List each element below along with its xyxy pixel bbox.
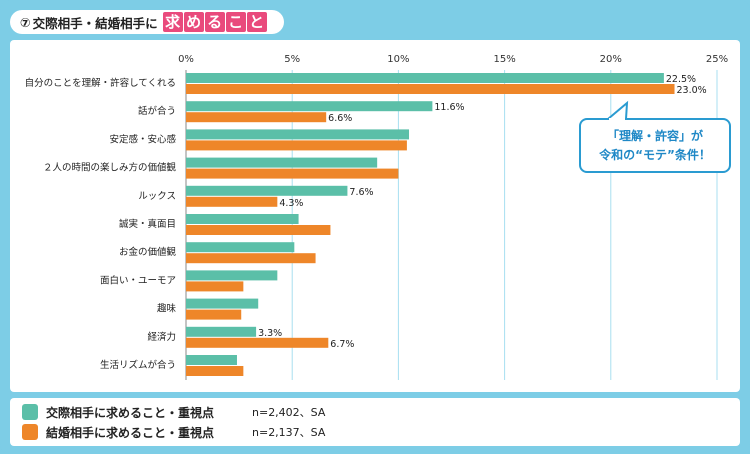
legend-label: 結婚相手に求めること・重視点 [46,425,215,440]
title-highlight-char: と [246,12,267,32]
legend-item-dating: 交際相手に求めること・重視点 n=2,402、SA [22,403,325,421]
bar [186,185,348,196]
legend-swatch-teal [22,404,38,420]
category-label: 自分のことを理解・許容してくれる [25,77,176,89]
bar-chart: 0% 5% 10% 15% 20% 25% 自分のことを理解・許容してくれる 22.5%23.… [25,54,731,380]
data-label: 7.6% [349,187,373,198]
data-label: 3.3% [258,328,282,339]
category-label: 誠実・真面目 [119,218,176,230]
category-label: お金の価値観 [119,246,177,258]
tick-label: 0% [178,54,194,65]
bar [186,326,257,337]
category-label: ルックス [138,191,176,202]
legend-swatch-orange [22,424,38,440]
legend: 交際相手に求めること・重視点 n=2,402、SA 結婚相手に求めること・重視点… [10,398,740,446]
bar [186,157,378,168]
title-highlight: 求 め る こ と [162,12,267,32]
bar [186,140,407,151]
category-label: 面白い・ユーモア [100,274,176,286]
tick-label: 20% [600,54,622,65]
bar [186,270,278,281]
callout-line2: 令和の“モテ”条件！ [598,147,711,162]
bar [186,355,237,365]
bar [186,225,331,235]
bar [186,309,242,320]
bar [186,196,278,207]
title-highlight-char: る [204,12,225,32]
category-label: ２人の時間の楽しみ方の価値観 [43,162,177,174]
data-label: 4.3% [279,198,303,209]
category-label: 安定感・安心感 [109,133,176,145]
category-label: 話が合う [138,105,176,117]
data-label: 11.6% [434,102,464,113]
title-number: ⑦ [20,14,31,30]
legend-label: 交際相手に求めること・重視点 [46,405,215,420]
bar [186,337,329,348]
category-label: 経済力 [147,331,176,343]
bar [186,129,410,140]
bar [186,101,433,112]
tick-label: 5% [284,54,300,65]
legend-note: n=2,402、SA [252,406,326,419]
data-label: 6.6% [328,113,352,124]
category-label: 趣味 [157,303,177,315]
bar [186,84,675,94]
callout-pointer-mask [609,118,625,122]
bar [186,298,259,309]
bar [186,73,664,83]
title-highlight-char: こ [225,12,246,32]
callout-line1: 「理解・許容」が [607,128,703,143]
title-highlight-char: 求 [162,12,183,32]
data-label: 22.5% [666,74,696,85]
title-text: 交際相手・結婚相手に [32,15,158,31]
category-label: 生活リズムが合う [100,359,176,371]
bar [186,253,316,264]
tick-label: 10% [387,54,409,65]
legend-item-marriage: 結婚相手に求めること・重視点 n=2,137、SA [22,423,325,441]
bar [186,366,244,376]
legend-note: n=2,137、SA [252,426,326,439]
callout-pointer [607,100,629,120]
chart-panel: 0% 5% 10% 15% 20% 25% 自分のことを理解・許容してくれる 22.5% 23.… [10,40,740,392]
bar [186,281,244,292]
data-label: 6.7% [330,339,354,350]
bar [186,168,399,179]
bar [186,112,327,123]
data-label: 23.0% [677,85,707,96]
title-highlight-char: め [183,12,204,32]
callout-box [579,118,731,173]
bar [186,214,299,224]
tick-label: 25% [706,54,728,65]
chart-title: ⑦ 交際相手・結婚相手に 求 め る こ と [10,10,284,34]
bar [186,242,295,253]
tick-label: 15% [493,54,515,65]
